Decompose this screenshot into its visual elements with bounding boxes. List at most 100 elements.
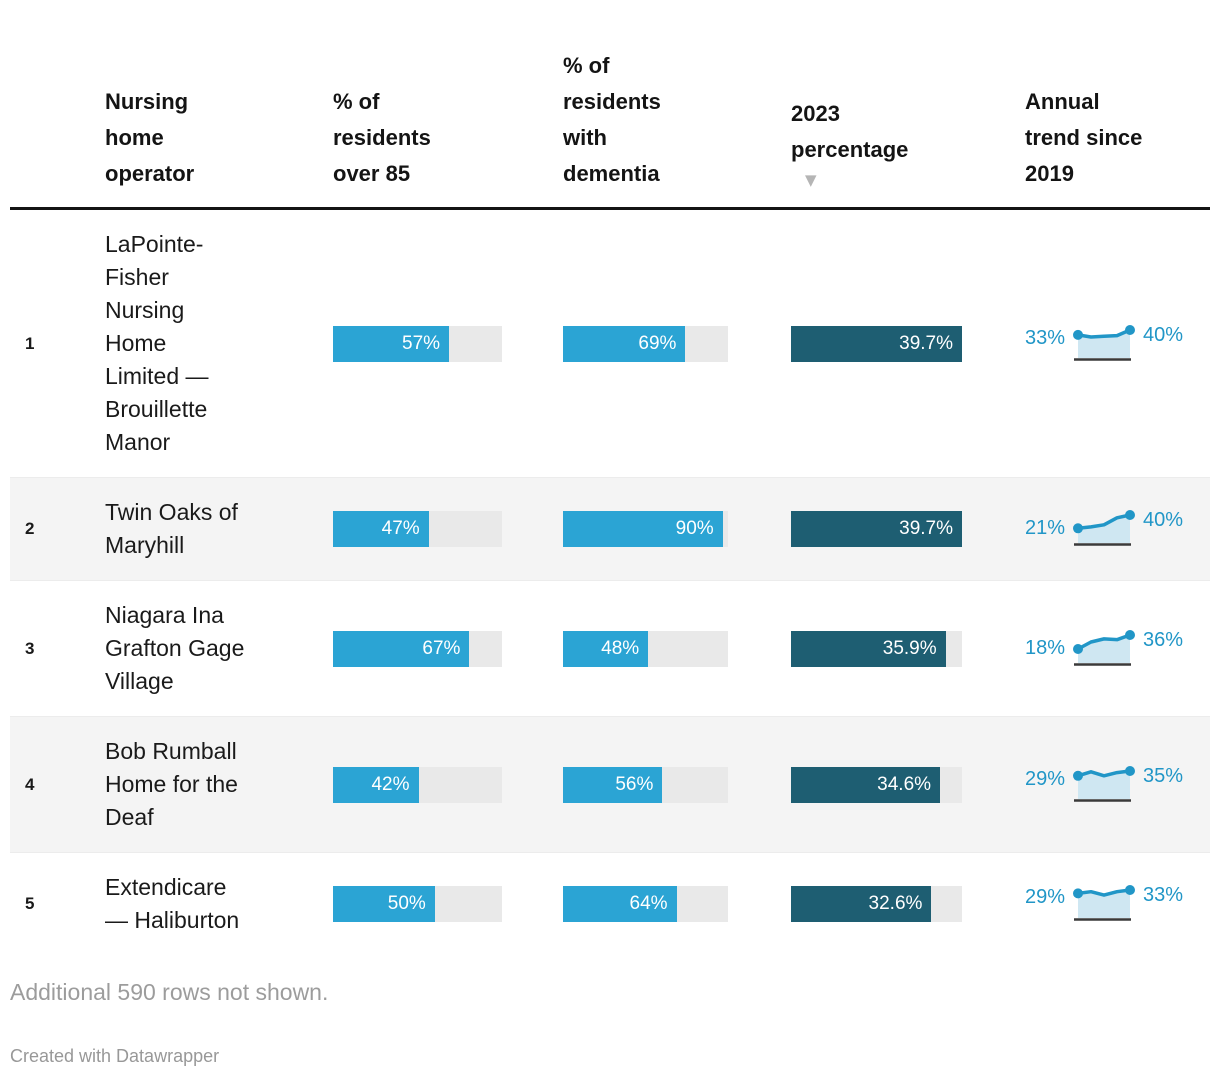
- over85-bar-fill: 50%: [333, 886, 435, 922]
- operator-name: Niagara Ina Grafton Gage Village: [105, 602, 245, 694]
- over85-bar-track: 67%: [333, 630, 502, 667]
- column-header-operator[interactable]: Nursing home operator: [105, 84, 333, 192]
- dementia-cell: 90%: [563, 511, 791, 547]
- trend-sparkline: [1073, 885, 1136, 923]
- pct2023-bar-fill: 39.7%: [791, 511, 962, 547]
- table-row: 4 Bob Rumball Home for the Deaf 42% 56%: [10, 716, 1210, 852]
- over85-bar-track: 42%: [333, 766, 502, 803]
- column-header-label: % of residents with dementia: [563, 53, 661, 186]
- dementia-cell: 48%: [563, 630, 791, 667]
- operator-name: Twin Oaks of Maryhill: [105, 499, 238, 558]
- pct2023-bar-fill: 35.9%: [791, 630, 946, 667]
- dementia-cell: 56%: [563, 766, 791, 803]
- bar-value-label: 39.7%: [899, 518, 953, 539]
- dementia-bar-fill: 64%: [563, 886, 677, 922]
- table-body: 1 LaPointe- Fisher Nursing Home Limited …: [10, 210, 1210, 955]
- bar-value-label: 34.6%: [877, 773, 932, 795]
- column-header-dementia[interactable]: % of residents with dementia: [563, 48, 791, 192]
- trend-end-label: 36%: [1143, 628, 1184, 651]
- additional-rows-note: Additional 590 rows not shown.: [10, 979, 329, 1005]
- over85-bar-fill: 47%: [333, 511, 429, 547]
- trend-cell: 29% 33%: [1025, 884, 1210, 923]
- trend-start-label: 33%: [1025, 326, 1066, 349]
- sort-descending-icon[interactable]: ▼: [805, 171, 817, 189]
- bar-value-label: 32.6%: [868, 893, 923, 914]
- row-number: 1: [25, 333, 35, 353]
- column-header-label: Nursing home operator: [105, 89, 195, 186]
- table-row: 2 Twin Oaks of Maryhill 47% 90%: [10, 477, 1210, 580]
- dementia-cell: 64%: [563, 886, 791, 922]
- trend-end-label: 40%: [1143, 509, 1184, 532]
- over85-bar-fill: 67%: [333, 630, 470, 667]
- dementia-bar-track: 56%: [563, 766, 728, 803]
- trend-end-label: 33%: [1143, 884, 1184, 907]
- row-number: 5: [25, 894, 35, 913]
- pct2023-cell: 34.6%: [791, 766, 1025, 803]
- row-number: 4: [25, 774, 35, 794]
- dementia-bar-track: 48%: [563, 630, 728, 667]
- bar-value-label: 67%: [422, 637, 461, 659]
- pct2023-cell: 35.9%: [791, 630, 1025, 667]
- trend-sparkline: [1073, 324, 1136, 363]
- operator-name: Extendicare — Haliburton: [105, 874, 240, 933]
- over85-bar-fill: 57%: [333, 325, 450, 362]
- column-header-label: 2023 percentage: [791, 101, 909, 162]
- pct2023-bar-track: 34.6%: [791, 766, 962, 803]
- dementia-bar-fill: 90%: [563, 511, 723, 547]
- pct2023-bar-track: 39.7%: [791, 511, 962, 547]
- bar-value-label: 47%: [381, 518, 420, 539]
- over85-bar-track: 57%: [333, 325, 502, 362]
- pct2023-bar-track: 39.7%: [791, 325, 962, 362]
- datawrapper-credit: Created with Datawrapper: [10, 1046, 220, 1066]
- column-header-trend[interactable]: Annual trend since 2019: [1025, 84, 1210, 192]
- table-row: 3 Niagara Ina Grafton Gage Village 67% 4…: [10, 580, 1210, 716]
- over85-cell: 47%: [333, 511, 563, 547]
- bar-value-label: 64%: [629, 893, 668, 914]
- trend-cell: 33% 40%: [1025, 323, 1210, 363]
- over85-cell: 67%: [333, 630, 563, 667]
- pct2023-bar-fill: 34.6%: [791, 766, 941, 803]
- dementia-bar-track: 69%: [563, 325, 728, 362]
- column-header-over85[interactable]: % of residents over 85: [333, 84, 563, 192]
- bar-value-label: 69%: [638, 332, 677, 354]
- over85-cell: 57%: [333, 325, 563, 362]
- dementia-bar-track: 64%: [563, 886, 728, 922]
- over85-bar-track: 47%: [333, 511, 502, 547]
- bar-value-label: 35.9%: [882, 637, 937, 659]
- table-row: 1 LaPointe- Fisher Nursing Home Limited …: [10, 210, 1210, 477]
- bar-value-label: 39.7%: [899, 332, 953, 354]
- operator-name: LaPointe- Fisher Nursing Home Limited — …: [105, 231, 209, 455]
- over85-bar-track: 50%: [333, 886, 502, 922]
- pct2023-bar-fill: 39.7%: [791, 325, 962, 362]
- trend-cell: 18% 36%: [1025, 628, 1210, 668]
- operator-name: Bob Rumball Home for the Deaf: [105, 738, 238, 830]
- trend-end-label: 40%: [1143, 323, 1184, 346]
- over85-cell: 42%: [333, 766, 563, 803]
- pct2023-cell: 39.7%: [791, 325, 1025, 362]
- row-number: 3: [25, 638, 35, 658]
- trend-sparkline: [1073, 629, 1136, 668]
- dementia-bar-fill: 69%: [563, 325, 686, 362]
- table-header-row: Nursing home operator % of residents ove…: [10, 0, 1210, 210]
- trend-sparkline: [1073, 510, 1136, 548]
- trend-sparkline: [1073, 765, 1136, 804]
- pct2023-cell: 32.6%: [791, 886, 1025, 922]
- pct2023-bar-track: 32.6%: [791, 886, 962, 922]
- trend-end-label: 35%: [1143, 764, 1184, 787]
- trend-cell: 29% 35%: [1025, 764, 1210, 804]
- bar-value-label: 50%: [387, 893, 426, 914]
- pct2023-bar-fill: 32.6%: [791, 886, 932, 922]
- bar-value-label: 48%: [601, 637, 640, 659]
- over85-bar-fill: 42%: [333, 766, 419, 803]
- dementia-bar-fill: 48%: [563, 630, 649, 667]
- trend-start-label: 29%: [1025, 767, 1066, 790]
- column-header-2023-percentage[interactable]: 2023 percentage ▼: [791, 96, 1025, 192]
- over85-cell: 50%: [333, 886, 563, 922]
- bar-value-label: 56%: [615, 773, 654, 795]
- bar-value-label: 42%: [371, 773, 410, 795]
- pct2023-bar-track: 35.9%: [791, 630, 962, 667]
- trend-start-label: 21%: [1025, 517, 1066, 540]
- pct2023-cell: 39.7%: [791, 511, 1025, 547]
- column-header-label: % of residents over 85: [333, 89, 431, 186]
